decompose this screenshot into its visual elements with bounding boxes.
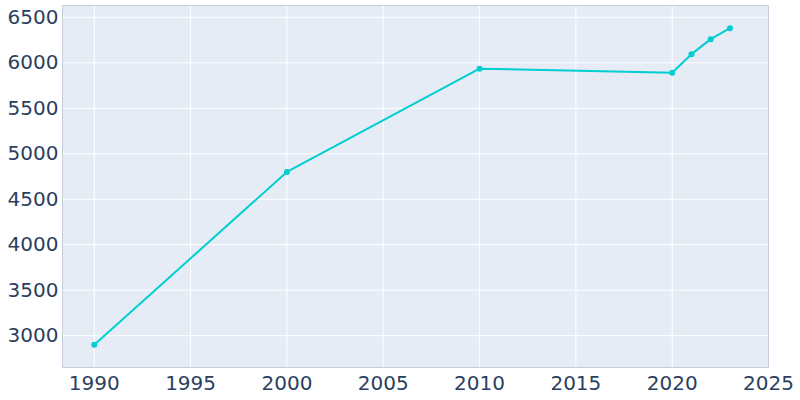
svg-text:2010: 2010 [454,371,505,395]
svg-text:2005: 2005 [358,371,409,395]
svg-text:2025: 2025 [743,371,794,395]
svg-text:4500: 4500 [8,187,59,211]
svg-text:6000: 6000 [8,50,59,74]
svg-text:2015: 2015 [550,371,601,395]
svg-text:3500: 3500 [8,278,59,302]
svg-text:1995: 1995 [165,371,216,395]
svg-text:5000: 5000 [8,141,59,165]
svg-text:5500: 5500 [8,96,59,120]
svg-text:1990: 1990 [69,371,120,395]
svg-text:3000: 3000 [8,323,59,347]
svg-text:6500: 6500 [8,5,59,29]
svg-text:2020: 2020 [647,371,698,395]
svg-text:4000: 4000 [8,232,59,256]
svg-text:2000: 2000 [261,371,312,395]
